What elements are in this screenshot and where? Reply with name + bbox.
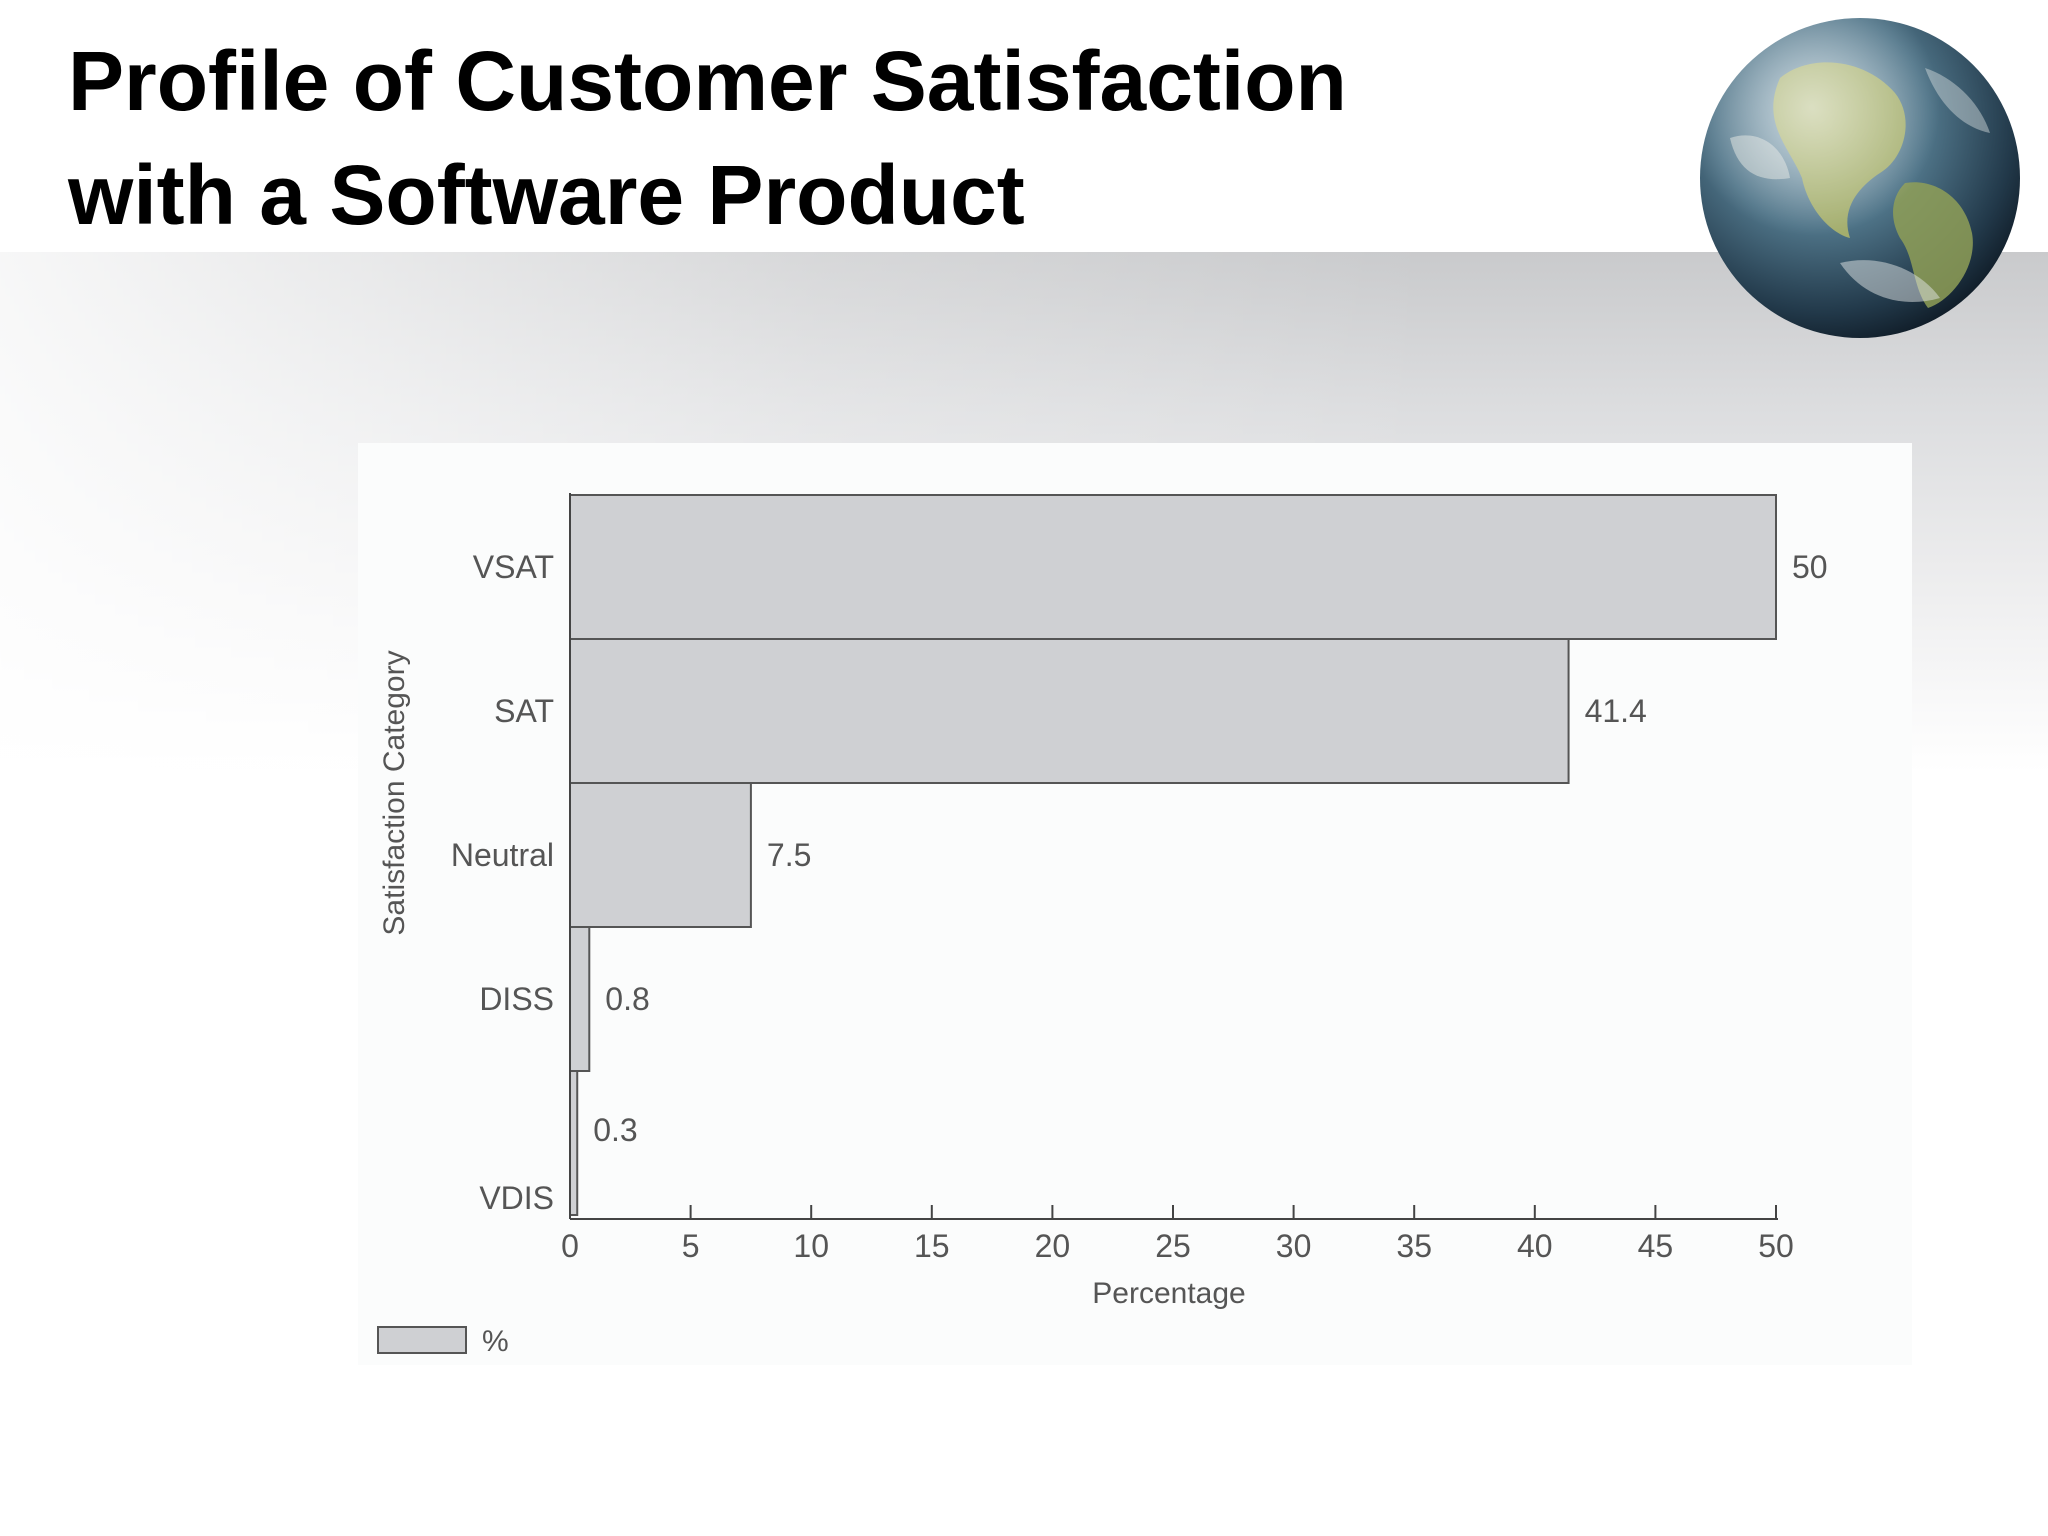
x-tick-label-10: 10 bbox=[793, 1228, 829, 1264]
category-label-sat: SAT bbox=[494, 693, 554, 729]
category-label-diss: DISS bbox=[479, 981, 554, 1017]
slide-title: Profile of Customer Satisfaction with a … bbox=[68, 24, 1628, 252]
x-tick-label-30: 30 bbox=[1276, 1228, 1312, 1264]
x-axis-title: Percentage bbox=[1092, 1277, 1245, 1310]
x-tick-label-50: 50 bbox=[1758, 1228, 1794, 1264]
data-label-vsat: 50 bbox=[1792, 549, 1828, 585]
bar-sat bbox=[569, 638, 1570, 784]
bar-vdis bbox=[569, 1070, 579, 1216]
legend-label: % bbox=[482, 1325, 509, 1358]
plot-area: VSAT 50 SAT 41.4 Neutral 7.5 DISS 0.8 VDIS 0.3 0 5 1… bbox=[451, 493, 1828, 1264]
chart-panel: VSAT 50 SAT 41.4 Neutral 7.5 DISS 0.8 VDIS 0.3 0 5 1… bbox=[358, 443, 1912, 1365]
data-label-vdis: 0.3 bbox=[593, 1112, 637, 1148]
bar-chart: VSAT 50 SAT 41.4 Neutral 7.5 DISS 0.8 VDIS 0.3 0 5 1… bbox=[377, 493, 1828, 1358]
globe-icon bbox=[1700, 18, 2020, 338]
x-tick-label-5: 5 bbox=[682, 1228, 700, 1264]
x-tick-label-20: 20 bbox=[1035, 1228, 1071, 1264]
data-label-diss: 0.8 bbox=[605, 981, 649, 1017]
category-label-vsat: VSAT bbox=[473, 549, 554, 585]
legend-swatch bbox=[377, 1326, 467, 1354]
x-tick-label-35: 35 bbox=[1396, 1228, 1432, 1264]
x-tick-label-15: 15 bbox=[914, 1228, 950, 1264]
category-label-neutral: Neutral bbox=[451, 837, 554, 873]
slide-title-line-1: Profile of Customer Satisfaction bbox=[68, 34, 1347, 128]
data-label-sat: 41.4 bbox=[1585, 693, 1647, 729]
bar-vsat bbox=[569, 494, 1777, 640]
category-label-vdis: VDIS bbox=[479, 1180, 554, 1216]
data-label-neutral: 7.5 bbox=[767, 837, 811, 873]
x-tick-label-0: 0 bbox=[561, 1228, 579, 1264]
slide-title-line-2: with a Software Product bbox=[68, 148, 1025, 242]
bar-diss bbox=[569, 926, 591, 1072]
bar-neutral bbox=[569, 782, 752, 928]
x-tick-label-25: 25 bbox=[1155, 1228, 1191, 1264]
y-axis-title: Satisfaction Category bbox=[378, 650, 411, 935]
x-tick-label-45: 45 bbox=[1638, 1228, 1674, 1264]
x-tick-label-40: 40 bbox=[1517, 1228, 1553, 1264]
